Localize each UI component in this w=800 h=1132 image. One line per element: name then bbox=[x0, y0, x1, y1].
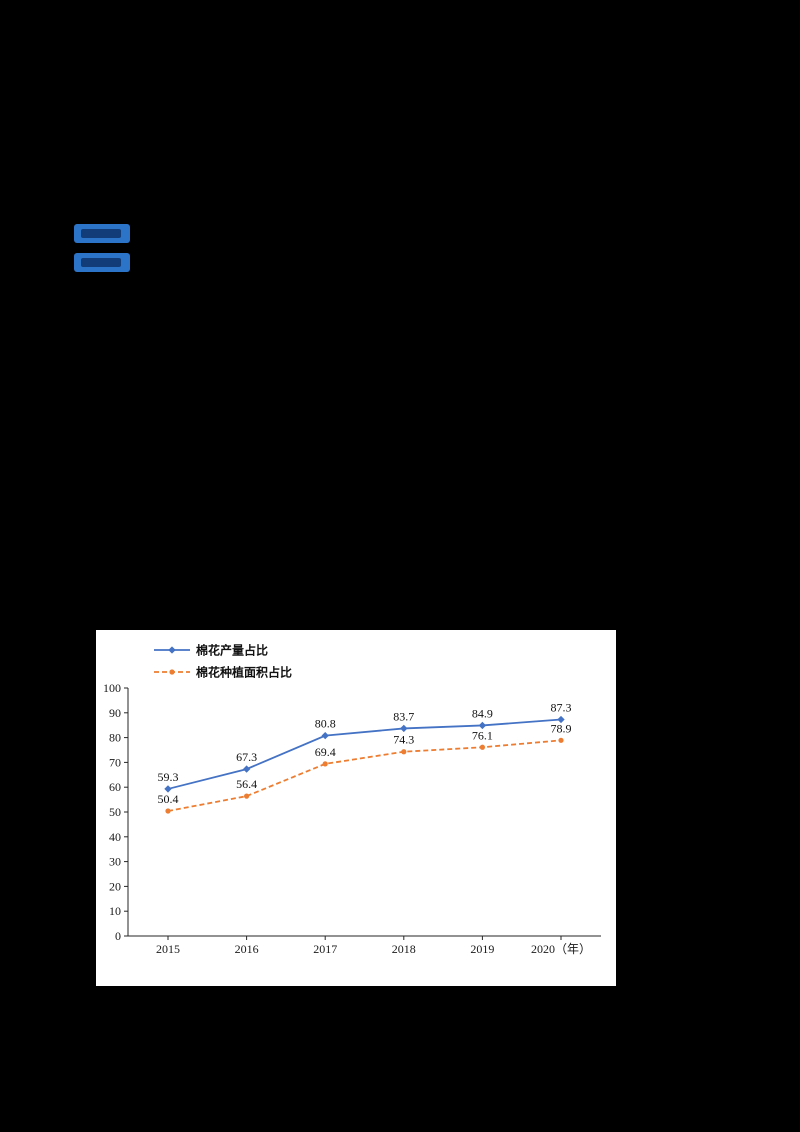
data-point bbox=[321, 731, 329, 740]
blue-highlight-badge-2[interactable] bbox=[74, 253, 130, 272]
x-tick-label: 2018 bbox=[392, 942, 416, 956]
data-label: 83.7 bbox=[393, 709, 414, 723]
data-point bbox=[479, 744, 485, 750]
series-line-0 bbox=[167, 718, 562, 790]
cotton-share-line-chart: 0 10 20 30 40 50 60 70 80 90 100 2015 2016 2017 2018 20… bbox=[103, 643, 601, 956]
data-point bbox=[322, 761, 328, 767]
legend-marker bbox=[169, 669, 175, 675]
data-label: 59.3 bbox=[158, 770, 179, 784]
legend-label-1: 棉花种植面积占比 bbox=[196, 665, 292, 680]
y-tick-label: 10 bbox=[109, 904, 121, 918]
x-tick-label: 2016 bbox=[235, 942, 259, 956]
x-tick-label: 2019 bbox=[470, 942, 494, 956]
data-label: 87.3 bbox=[551, 700, 572, 714]
blue-highlight-badge-1[interactable] bbox=[74, 224, 130, 243]
legend-marker bbox=[168, 646, 176, 654]
y-tick-label: 60 bbox=[109, 780, 121, 794]
data-label: 76.1 bbox=[472, 728, 493, 742]
y-tick-label: 80 bbox=[109, 731, 121, 745]
x-tick-label: 2017 bbox=[313, 942, 337, 956]
data-label: 56.4 bbox=[236, 777, 257, 791]
data-label: 84.9 bbox=[472, 706, 493, 720]
y-tick-label: 90 bbox=[109, 706, 121, 720]
y-tick-label: 40 bbox=[109, 830, 121, 844]
x-tick-label: 2020（年） bbox=[531, 942, 591, 956]
data-label: 69.4 bbox=[315, 745, 336, 759]
y-tick-label: 30 bbox=[109, 855, 121, 869]
x-tick-label: 2015 bbox=[156, 942, 180, 956]
data-label: 78.9 bbox=[551, 721, 572, 735]
data-label: 74.3 bbox=[393, 733, 414, 747]
y-tick-label: 20 bbox=[109, 879, 121, 893]
data-label: 80.8 bbox=[315, 717, 336, 731]
data-point bbox=[558, 737, 564, 743]
data-label: 67.3 bbox=[236, 750, 257, 764]
y-tick-label: 0 bbox=[115, 929, 121, 943]
data-point bbox=[244, 793, 250, 799]
data-point bbox=[164, 785, 172, 793]
badge-redacted-text bbox=[81, 258, 121, 267]
y-tick-label: 100 bbox=[103, 681, 121, 695]
data-label: 50.4 bbox=[158, 792, 179, 806]
y-tick-label: 50 bbox=[109, 805, 121, 819]
data-point bbox=[242, 765, 251, 773]
data-point bbox=[401, 749, 407, 755]
series-line-1 bbox=[167, 739, 562, 812]
badge-redacted-text bbox=[81, 229, 121, 238]
cotton-share-chart-panel: 0 10 20 30 40 50 60 70 80 90 100 2015 2016 2017 2018 20… bbox=[96, 630, 616, 986]
y-tick-label: 70 bbox=[109, 755, 121, 769]
data-point bbox=[165, 808, 171, 814]
data-point bbox=[400, 724, 408, 733]
legend-label-0: 棉花产量占比 bbox=[196, 643, 268, 658]
